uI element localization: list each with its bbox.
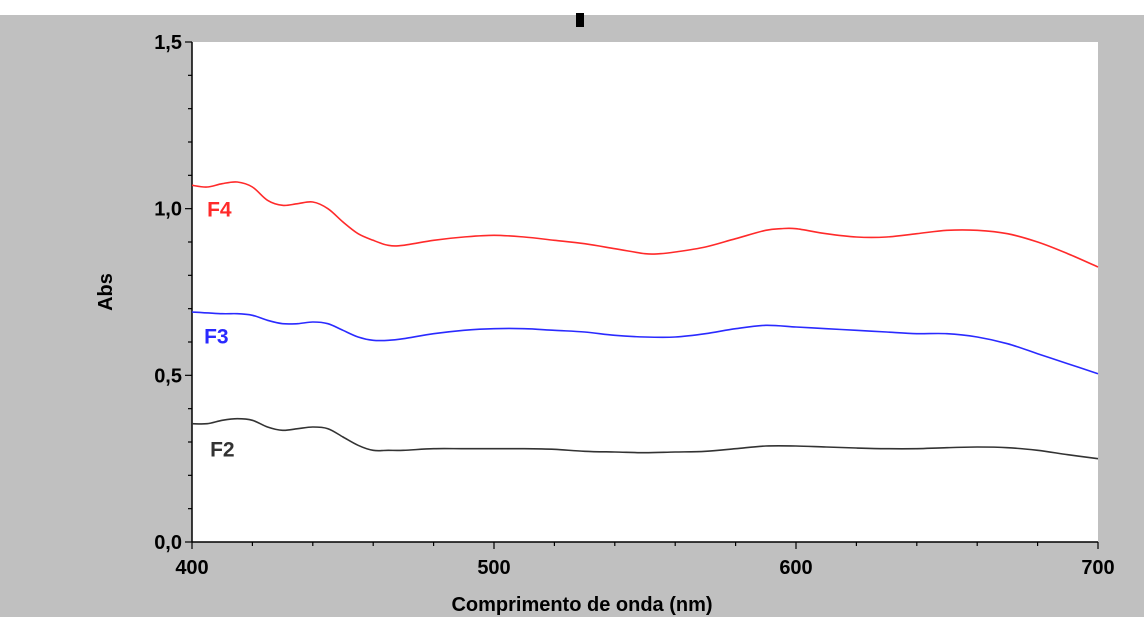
axes: [191, 42, 1098, 543]
y-axis-title: Abs: [95, 273, 117, 311]
series-line-f4: [191, 181, 1099, 268]
ticks: 0,0 0,5 1,0 1,5 400 500 600 700: [154, 32, 1115, 579]
y-tick-label: 0,5: [154, 365, 182, 387]
x-tick-label: 400: [175, 557, 208, 579]
series-label-f4: F4: [207, 199, 232, 222]
x-axis-title: Comprimento de onda (nm): [451, 594, 712, 616]
series-line-f2: [191, 417, 1099, 460]
y-tick-label: 0,0: [154, 532, 182, 554]
x-tick-label: 600: [779, 557, 812, 579]
y-tick-label: 1,5: [154, 32, 182, 54]
y-tick-label: 1,0: [154, 199, 182, 221]
x-tick-label: 700: [1081, 557, 1114, 579]
series-label-f3: F3: [204, 325, 229, 348]
series-line-f3: [191, 311, 1099, 375]
top-marker: [576, 13, 584, 27]
plot-area: [192, 42, 1098, 542]
series-labels: F4 F3 F2: [204, 199, 235, 462]
series-label-f2: F2: [210, 439, 235, 462]
x-tick-label: 500: [477, 557, 510, 579]
series-group: [191, 181, 1099, 460]
